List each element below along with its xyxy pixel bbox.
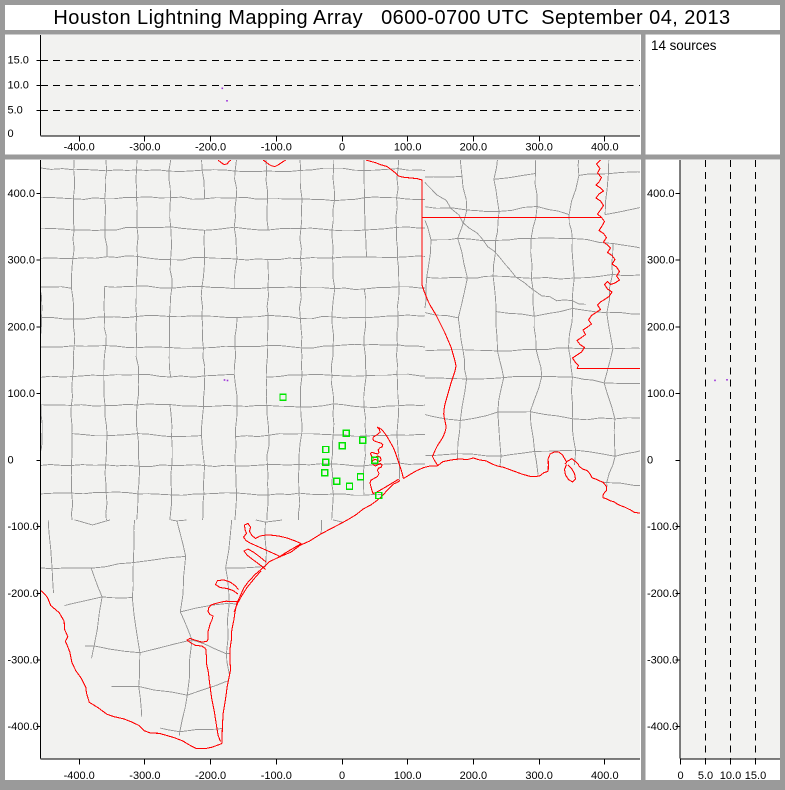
svg-text:15.0: 15.0 [8,55,29,67]
svg-text:0: 0 [647,455,653,467]
svg-text:100.0: 100.0 [8,388,36,400]
svg-text:0: 0 [339,142,345,154]
svg-text:-400.0: -400.0 [64,770,95,782]
svg-text:0: 0 [677,770,683,782]
svg-text:-300.0: -300.0 [129,142,160,154]
svg-text:-400.0: -400.0 [647,721,678,733]
svg-text:400.0: 400.0 [647,188,675,200]
svg-text:300.0: 300.0 [525,142,553,154]
svg-text:100.0: 100.0 [394,142,422,154]
svg-text:10.0: 10.0 [8,80,29,92]
svg-text:300.0: 300.0 [647,255,675,267]
svg-text:400.0: 400.0 [591,770,619,782]
svg-text:200.0: 200.0 [8,321,36,333]
svg-text:400.0: 400.0 [8,188,36,200]
svg-text:-100.0: -100.0 [261,142,292,154]
svg-text:-400.0: -400.0 [8,721,39,733]
svg-text:0: 0 [8,128,14,140]
svg-text:200.0: 200.0 [460,770,488,782]
svg-text:-200.0: -200.0 [647,588,678,600]
svg-text:10.0: 10.0 [720,770,741,782]
svg-text:-200.0: -200.0 [195,770,226,782]
svg-text:Houston Lightning Mapping Arra: Houston Lightning Mapping Array 0600-070… [53,7,730,29]
svg-text:-300.0: -300.0 [129,770,160,782]
svg-text:300.0: 300.0 [8,255,36,267]
svg-text:-300.0: -300.0 [647,654,678,666]
svg-text:0: 0 [339,770,345,782]
svg-text:300.0: 300.0 [525,770,553,782]
svg-text:-200.0: -200.0 [195,142,226,154]
svg-text:-400.0: -400.0 [64,142,95,154]
svg-text:200.0: 200.0 [647,321,675,333]
svg-text:-300.0: -300.0 [8,654,39,666]
svg-text:-100.0: -100.0 [647,521,678,533]
svg-text:-200.0: -200.0 [8,588,39,600]
svg-text:5.0: 5.0 [698,770,713,782]
svg-text:-100.0: -100.0 [8,521,39,533]
svg-text:15.0: 15.0 [745,770,766,782]
svg-text:0: 0 [8,455,14,467]
svg-text:100.0: 100.0 [394,770,422,782]
svg-text:400.0: 400.0 [591,142,619,154]
svg-text:200.0: 200.0 [460,142,488,154]
svg-text:100.0: 100.0 [647,388,675,400]
svg-text:14 sources: 14 sources [651,38,717,53]
svg-text:5.0: 5.0 [8,105,23,117]
svg-text:-100.0: -100.0 [261,770,292,782]
